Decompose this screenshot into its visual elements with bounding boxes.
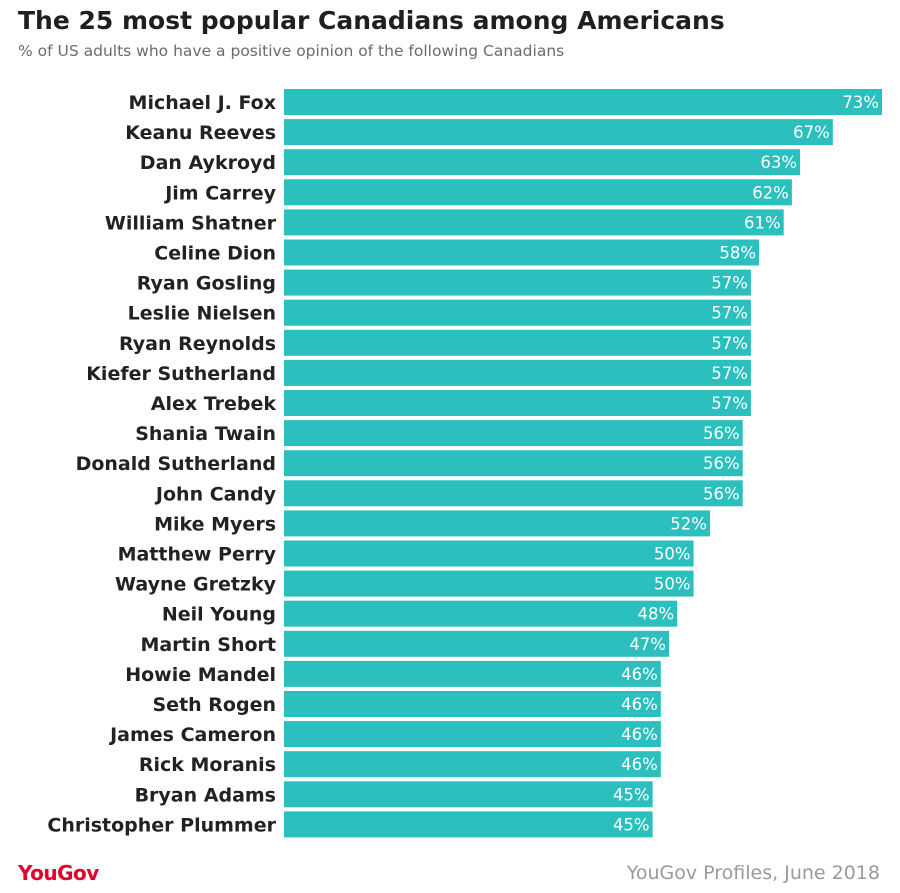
category-label: Ryan Reynolds <box>119 333 276 355</box>
value-label: 50% <box>654 575 691 594</box>
category-label: Keanu Reeves <box>125 122 276 144</box>
value-label: 46% <box>621 755 658 774</box>
value-label: 45% <box>613 785 650 804</box>
bar <box>284 570 694 597</box>
value-label: 48% <box>638 605 675 624</box>
bar <box>284 450 743 477</box>
value-label: 45% <box>613 815 650 834</box>
category-label: Martin Short <box>140 634 276 656</box>
category-label: Matthew Perry <box>118 544 277 566</box>
category-label: Michael J. Fox <box>129 92 276 114</box>
value-label: 63% <box>760 153 797 172</box>
value-label: 57% <box>711 274 748 293</box>
bar <box>284 721 661 748</box>
value-label: 73% <box>842 93 879 112</box>
chart-subtitle: % of US adults who have a positive opini… <box>18 42 565 60</box>
value-label: 58% <box>719 244 756 263</box>
value-label: 46% <box>621 725 658 744</box>
bar <box>284 540 694 567</box>
value-label: 47% <box>629 635 666 654</box>
value-label: 46% <box>621 695 658 714</box>
value-label: 57% <box>711 364 748 383</box>
bar <box>284 480 743 507</box>
category-label: Christopher Plummer <box>47 814 276 836</box>
bar <box>284 239 760 266</box>
yougov-logo: YouGov <box>18 861 99 885</box>
category-label: Dan Aykroyd <box>140 152 276 174</box>
bar <box>284 269 751 296</box>
value-label: 56% <box>703 424 740 443</box>
bar <box>284 329 751 356</box>
category-label: Leslie Nielsen <box>128 303 276 325</box>
category-label: Bryan Adams <box>135 784 276 806</box>
value-label: 57% <box>711 394 748 413</box>
category-label: Shania Twain <box>135 423 276 445</box>
category-label: Donald Sutherland <box>76 453 276 475</box>
bar <box>284 660 661 687</box>
category-label: Seth Rogen <box>153 694 277 716</box>
value-label: 62% <box>752 183 789 202</box>
bar <box>284 89 882 115</box>
bar <box>284 299 751 326</box>
bar <box>284 209 784 236</box>
source-note: YouGov Profiles, June 2018 <box>626 862 880 884</box>
category-label: Ryan Gosling <box>137 273 276 295</box>
category-label: John Candy <box>154 483 277 505</box>
category-label: Rick Moranis <box>139 754 276 776</box>
value-label: 56% <box>703 454 740 473</box>
value-label: 61% <box>744 213 781 232</box>
bar <box>284 630 670 657</box>
bar <box>284 781 653 808</box>
value-label: 57% <box>711 334 748 353</box>
bar <box>284 811 653 838</box>
category-label: Howie Mandel <box>125 664 276 686</box>
bar <box>284 149 801 176</box>
bar <box>284 179 792 206</box>
value-label: 56% <box>703 484 740 503</box>
category-label: Mike Myers <box>154 513 276 535</box>
bar <box>284 359 751 386</box>
value-label: 46% <box>621 665 658 684</box>
bar <box>284 119 833 146</box>
category-label: Celine Dion <box>154 243 276 265</box>
value-label: 67% <box>793 123 830 142</box>
bar <box>284 390 751 416</box>
category-label: William Shatner <box>105 212 277 234</box>
value-label: 57% <box>711 304 748 323</box>
bar <box>284 420 743 447</box>
category-label: Wayne Gretzky <box>115 574 277 596</box>
value-label: 52% <box>670 514 707 533</box>
bar <box>284 691 661 717</box>
category-label: Neil Young <box>162 604 276 626</box>
chart-title: The 25 most popular Canadians among Amer… <box>18 6 725 35</box>
bar <box>284 751 661 778</box>
bar <box>284 600 678 627</box>
category-label: Jim Carrey <box>163 182 276 204</box>
category-label: James Cameron <box>108 724 276 746</box>
category-label: Alex Trebek <box>151 393 277 415</box>
category-label: Kiefer Sutherland <box>86 363 276 385</box>
value-label: 50% <box>654 545 691 564</box>
bar <box>284 510 710 537</box>
